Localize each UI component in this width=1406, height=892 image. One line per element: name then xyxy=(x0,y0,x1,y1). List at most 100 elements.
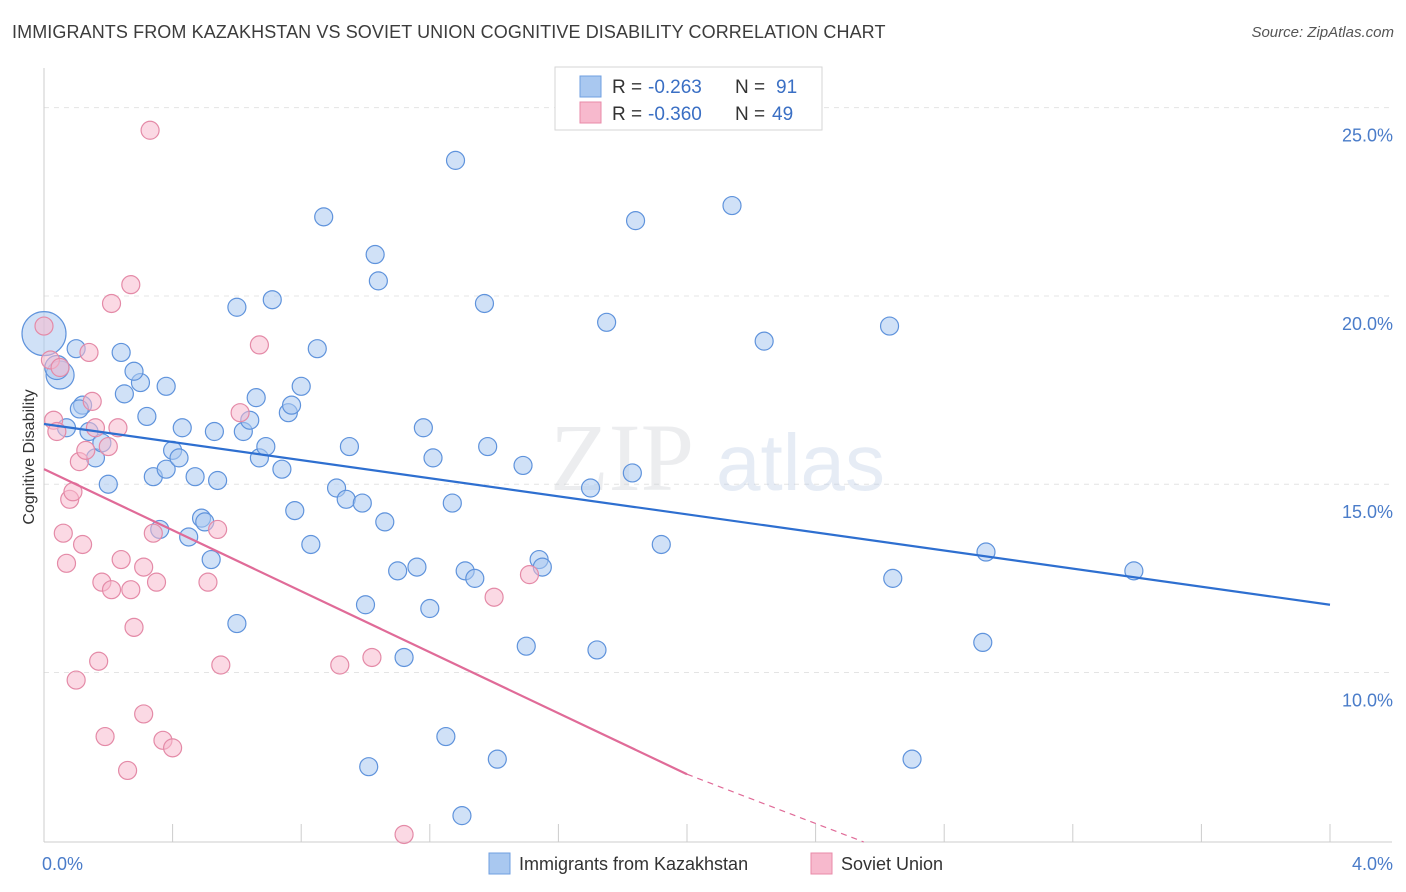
point-kazakhstan xyxy=(352,493,372,513)
watermark-zip: ZIP xyxy=(550,404,694,511)
point-kazakhstan xyxy=(442,493,462,513)
watermark-atlas: atlas xyxy=(716,418,885,507)
point-kazakhstan xyxy=(339,436,360,457)
point-kazakhstan xyxy=(256,436,276,457)
point-soviet-union xyxy=(98,436,118,457)
point-soviet-union xyxy=(85,418,106,438)
y-axis-label: Cognitive Disability xyxy=(21,389,38,524)
point-kazakhstan xyxy=(204,421,224,442)
point-kazakhstan xyxy=(394,647,414,668)
point-kazakhstan xyxy=(185,467,205,487)
point-kazakhstan xyxy=(1124,561,1144,581)
point-kazakhstan xyxy=(285,501,305,521)
point-kazakhstan xyxy=(597,312,617,332)
gridlines xyxy=(44,107,1392,674)
point-kazakhstan xyxy=(902,749,922,769)
point-kazakhstan xyxy=(474,293,495,314)
point-kazakhstan xyxy=(478,436,498,457)
point-kazakhstan xyxy=(388,561,408,581)
point-kazakhstan xyxy=(201,549,221,570)
point-kazakhstan xyxy=(423,448,443,468)
x-tick-label-min: 0.0% xyxy=(42,854,83,874)
legend-swatch-soviet xyxy=(579,101,602,124)
point-soviet-union xyxy=(111,549,131,570)
axes xyxy=(43,68,1392,843)
point-kazakhstan xyxy=(262,290,282,310)
point-kazakhstan xyxy=(314,207,334,227)
point-kazakhstan xyxy=(227,297,247,317)
y-tick-label: 10.0% xyxy=(1342,691,1393,711)
bottom-legend-swatch-soviet xyxy=(810,852,833,875)
point-kazakhstan xyxy=(169,448,189,468)
x-tick-label-max: 4.0% xyxy=(1352,854,1393,874)
legend-r-value-1: -0.263 xyxy=(648,77,702,98)
legend-r-label-2: R = xyxy=(612,104,642,125)
point-kazakhstan xyxy=(336,489,356,509)
point-kazakhstan xyxy=(883,568,903,588)
point-soviet-union xyxy=(330,655,350,675)
y-tick-label: 15.0% xyxy=(1342,502,1393,522)
point-soviet-union xyxy=(53,523,73,543)
legend-n-label-2: N = xyxy=(735,104,765,125)
point-soviet-union xyxy=(208,519,228,540)
point-kazakhstan xyxy=(516,636,536,656)
point-kazakhstan xyxy=(587,640,607,660)
point-kazakhstan xyxy=(625,211,646,231)
point-kazakhstan xyxy=(487,749,507,769)
point-kazakhstan xyxy=(622,463,642,483)
point-kazakhstan xyxy=(445,150,466,170)
point-soviet-union xyxy=(519,565,540,585)
y-tick-label: 20.0% xyxy=(1342,314,1393,334)
point-soviet-union xyxy=(82,391,102,411)
point-kazakhstan xyxy=(355,595,376,615)
point-kazakhstan xyxy=(301,534,321,555)
bottom-legend: Immigrants from Kazakhstan Soviet Union xyxy=(488,852,943,875)
point-soviet-union xyxy=(66,670,86,690)
chart-source: Source: ZipAtlas.com xyxy=(1251,24,1394,41)
legend-r-value-2: -0.360 xyxy=(648,104,702,125)
point-kazakhstan xyxy=(375,512,395,532)
point-kazakhstan xyxy=(722,195,742,216)
point-kazakhstan xyxy=(754,331,774,351)
point-kazakhstan xyxy=(973,632,993,653)
point-soviet-union xyxy=(34,316,54,336)
bottom-legend-label-soviet: Soviet Union xyxy=(841,854,943,874)
point-soviet-union xyxy=(101,580,122,600)
trend-line-soviet-union-extension xyxy=(686,773,865,843)
point-kazakhstan xyxy=(156,376,176,396)
point-kazakhstan xyxy=(879,316,900,336)
point-kazakhstan xyxy=(124,361,144,381)
point-kazakhstan xyxy=(452,806,472,826)
point-soviet-union xyxy=(50,357,70,378)
legend-swatch-kazakhstan xyxy=(579,75,602,98)
point-soviet-union xyxy=(101,293,122,314)
y-tick-label: 25.0% xyxy=(1342,126,1393,146)
point-soviet-union xyxy=(76,440,96,460)
trend-line-soviet-union xyxy=(43,468,688,776)
trend-line-kazakhstan xyxy=(43,422,1331,606)
point-soviet-union xyxy=(362,647,382,668)
point-soviet-union xyxy=(230,403,250,423)
point-soviet-union xyxy=(143,523,163,543)
top-legend: R = -0.263 N = 91 R = -0.360 N = 49 xyxy=(554,66,823,131)
bottom-legend-swatch-kazakhstan xyxy=(488,852,511,875)
legend-r-label-1: R = xyxy=(612,77,642,98)
point-soviet-union xyxy=(211,655,231,675)
point-kazakhstan xyxy=(365,244,385,265)
point-soviet-union xyxy=(121,580,141,600)
point-soviet-union xyxy=(95,726,115,747)
point-kazakhstan xyxy=(137,406,157,427)
legend-n-value-1: 91 xyxy=(776,77,797,98)
chart-title: IMMIGRANTS FROM KAZAKHSTAN VS SOVIET UNI… xyxy=(12,22,886,42)
point-soviet-union xyxy=(121,275,141,295)
point-kazakhstan xyxy=(98,474,118,494)
point-kazakhstan xyxy=(291,376,311,396)
point-soviet-union xyxy=(140,120,160,140)
watermark: ZIP atlas xyxy=(550,404,885,511)
point-soviet-union xyxy=(79,342,99,363)
point-kazakhstan xyxy=(281,395,302,415)
point-soviet-union xyxy=(56,553,77,573)
point-soviet-union xyxy=(117,760,138,781)
point-kazakhstan xyxy=(513,455,533,476)
